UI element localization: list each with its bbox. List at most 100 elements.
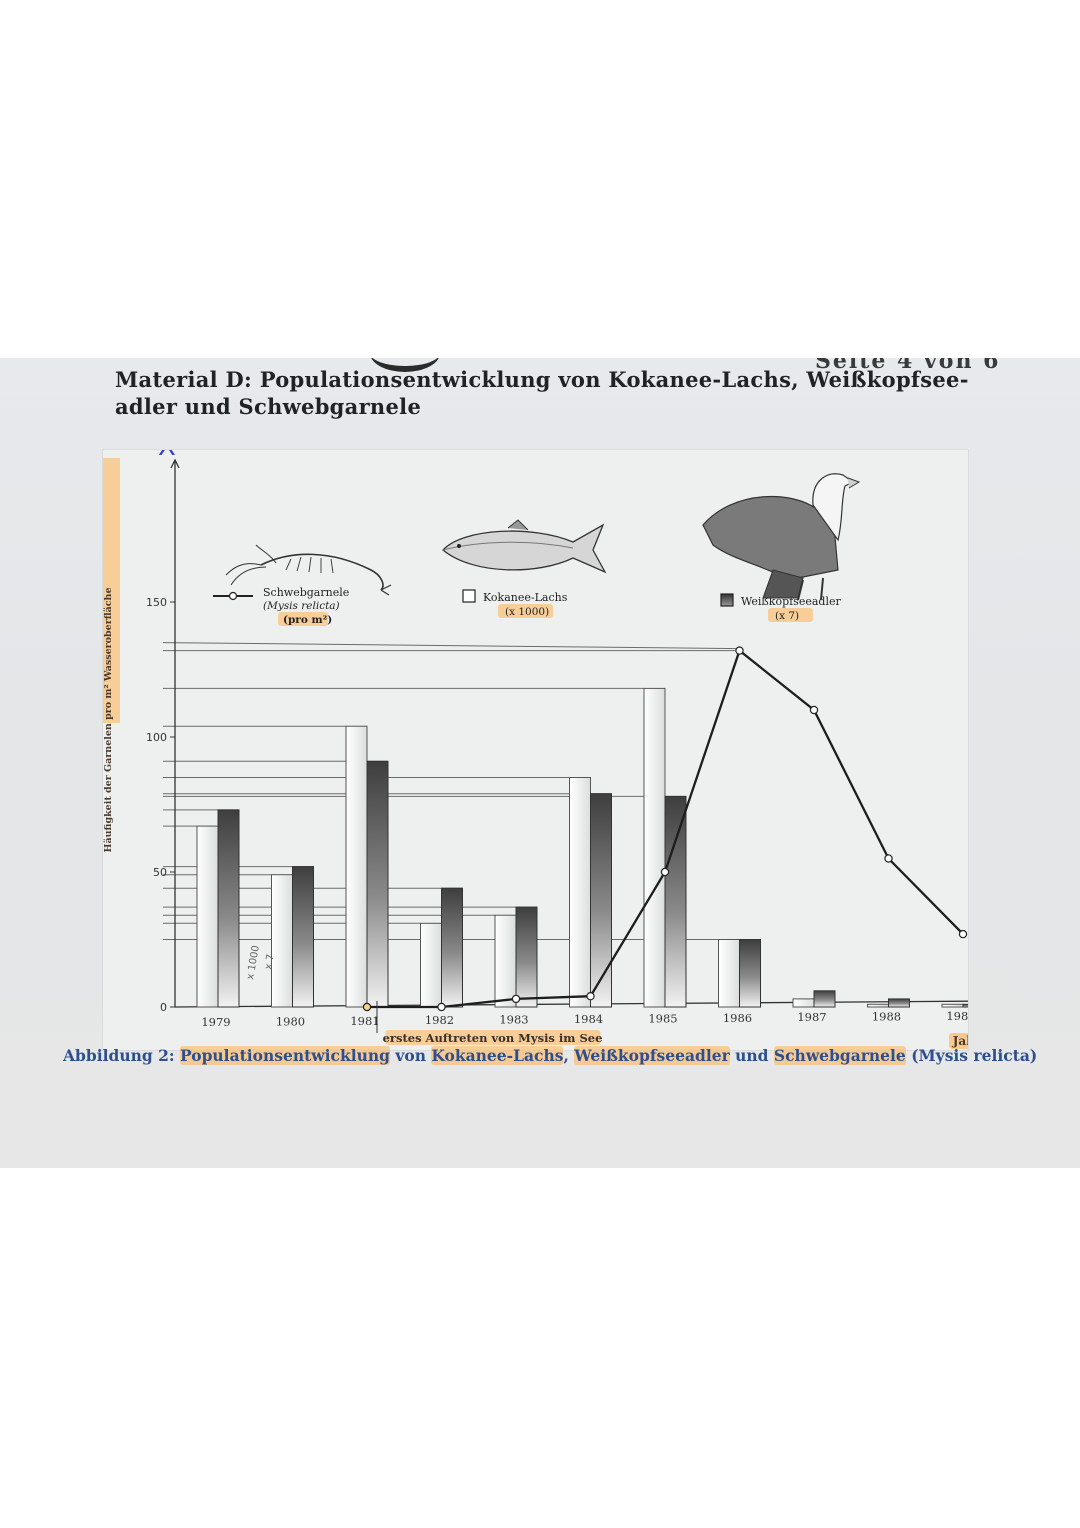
caption-part: Schwebgarnele <box>773 1046 906 1065</box>
x-tick-label: 1979 <box>201 1015 230 1029</box>
eagle-bar <box>590 793 612 1008</box>
kokanee-legend-marker <box>462 589 476 603</box>
legend-label-shrimp: Schwebgarnele <box>263 586 349 599</box>
kokanee-bar <box>494 914 517 1008</box>
population-chart: 0 50 100 150 Häufigkeit der Garnelen pro m² … <box>103 450 968 1049</box>
x-tick-label: 1988 <box>872 1010 901 1024</box>
caption-part: , <box>563 1046 575 1065</box>
shrimp-point <box>362 1002 372 1012</box>
caption-part: Kokanee-Lachs <box>431 1046 564 1065</box>
eagle-bar <box>515 906 538 1008</box>
legend-label-kokanee: Kokanee-Lachs <box>483 591 568 604</box>
shrimp-point <box>586 992 595 1001</box>
kokanee-bar <box>569 777 591 1008</box>
legend-sub-shrimp: (Mysis relicta) <box>263 600 340 612</box>
caption-part: und <box>729 1046 774 1065</box>
x-tick-label: 1989 <box>946 1009 968 1023</box>
shrimp-point <box>809 705 819 715</box>
legend-highlight <box>768 608 813 622</box>
shrimp-point <box>660 867 670 877</box>
shrimp-icon <box>225 544 392 596</box>
y-axis-title: Häufigkeit der Garnelen pro m² Wasserobe… <box>103 588 114 853</box>
legend-unit-eagle: (x 7) <box>775 610 799 622</box>
axis-labels: 0 50 100 150 Häufigkeit der Garnelen pro m² … <box>103 458 968 1049</box>
eagle-beak <box>847 477 861 489</box>
salmon-stripe <box>442 541 574 551</box>
eagle-talons <box>797 577 824 601</box>
shrimp-tail <box>380 584 392 596</box>
caption-part: von <box>389 1046 432 1065</box>
y-axis-title-highlight <box>103 458 120 723</box>
page-number: Seite 4 von 6 <box>815 358 1001 374</box>
line-series <box>362 646 968 1012</box>
reference-line <box>162 642 740 650</box>
salmon-eye <box>457 544 461 548</box>
salmon-body <box>442 523 607 574</box>
x-tick-label: 1987 <box>797 1010 826 1024</box>
legend-unit-shrimp: (pro m²) <box>283 614 332 626</box>
caption-part: (Mysis relicta) <box>905 1046 1038 1065</box>
caption-part: Populationsentwicklung <box>180 1046 390 1065</box>
kokanee-bar <box>271 874 293 1008</box>
eagle-bar <box>441 887 463 1008</box>
y-tick-label: 50 <box>153 866 167 879</box>
y-tick-label: 100 <box>146 731 167 744</box>
x-tick-label: 1986 <box>723 1011 752 1025</box>
kokanee-bar <box>718 939 740 1008</box>
handwritten-y-marker: X <box>158 450 176 462</box>
figure-caption: Abbildung 2: Populationsentwicklung von … <box>63 1046 1037 1065</box>
shrimp-antennae <box>225 544 277 586</box>
x-tick-label: 1980 <box>276 1014 305 1028</box>
photo-of-worksheet: Seite 4 von 6 Material D: Populationsent… <box>0 358 1080 1168</box>
x-tick-label: 1984 <box>574 1012 603 1026</box>
shrimp-point <box>735 646 744 655</box>
eagle-icon <box>702 473 861 601</box>
shrimp-body <box>260 553 384 591</box>
shrimp-legend-marker <box>228 591 238 601</box>
y-tick-label: 150 <box>146 596 167 609</box>
handwritten-bar-note: x 1000 <box>245 945 262 981</box>
eagle-bar <box>292 866 314 1008</box>
eagle-bar <box>888 998 910 1008</box>
eagle-bar <box>962 1003 968 1008</box>
kokanee-bar <box>643 687 666 1008</box>
kokanee-bar <box>345 725 368 1008</box>
kokanee-bar <box>867 1003 889 1008</box>
x-axis-note: erstes Auftreten von Mysis im See <box>383 1031 603 1045</box>
eagle-bar <box>217 809 240 1008</box>
y-axis-arrow <box>170 458 180 469</box>
kokanee-bar <box>941 1003 964 1008</box>
x-axis-title: Jahr <box>952 1034 968 1048</box>
eagle-bar <box>366 760 389 1008</box>
legend-unit-kokanee: (x 1000) <box>505 606 549 618</box>
caption-part: Weißkopfseeadler <box>574 1046 730 1065</box>
handwritten-bar-note: x 7 <box>263 953 277 970</box>
shrimp-point <box>511 994 521 1004</box>
shrimp-point <box>884 854 893 863</box>
chart-panel: 0 50 100 150 Häufigkeit der Garnelen pro m² … <box>103 450 968 1050</box>
eagle-legend-marker <box>720 593 734 607</box>
legend-highlight <box>498 604 553 618</box>
x-axis-title-highlight <box>949 1033 968 1049</box>
eagle-bar <box>739 939 761 1008</box>
salmon-fin <box>507 519 529 531</box>
shrimp-legs <box>285 556 334 574</box>
x-note-highlight <box>385 1030 601 1045</box>
salmon-icon <box>442 519 607 574</box>
shrimp-point <box>437 1002 446 1012</box>
kokanee-bar <box>792 998 815 1008</box>
x-tick-label: 1985 <box>648 1011 677 1025</box>
bar-series <box>196 687 968 1008</box>
caption-prefix: Abbildung 2: <box>63 1046 180 1065</box>
kokanee-bar <box>420 922 442 1008</box>
legend-highlight <box>278 612 328 626</box>
eagle-bar <box>813 990 836 1008</box>
x-tick-label: 1983 <box>499 1013 528 1027</box>
binder-ring-mark <box>370 358 440 372</box>
legend: Schwebgarnele(Mysis relicta) (pro m²) Koka… <box>213 473 861 626</box>
y-tick-label: 0 <box>160 1001 167 1014</box>
eagle-bar <box>664 795 687 1008</box>
material-heading: Material D: Populationsentwicklung von K… <box>115 367 969 419</box>
x-tick-label: 1982 <box>425 1013 454 1027</box>
